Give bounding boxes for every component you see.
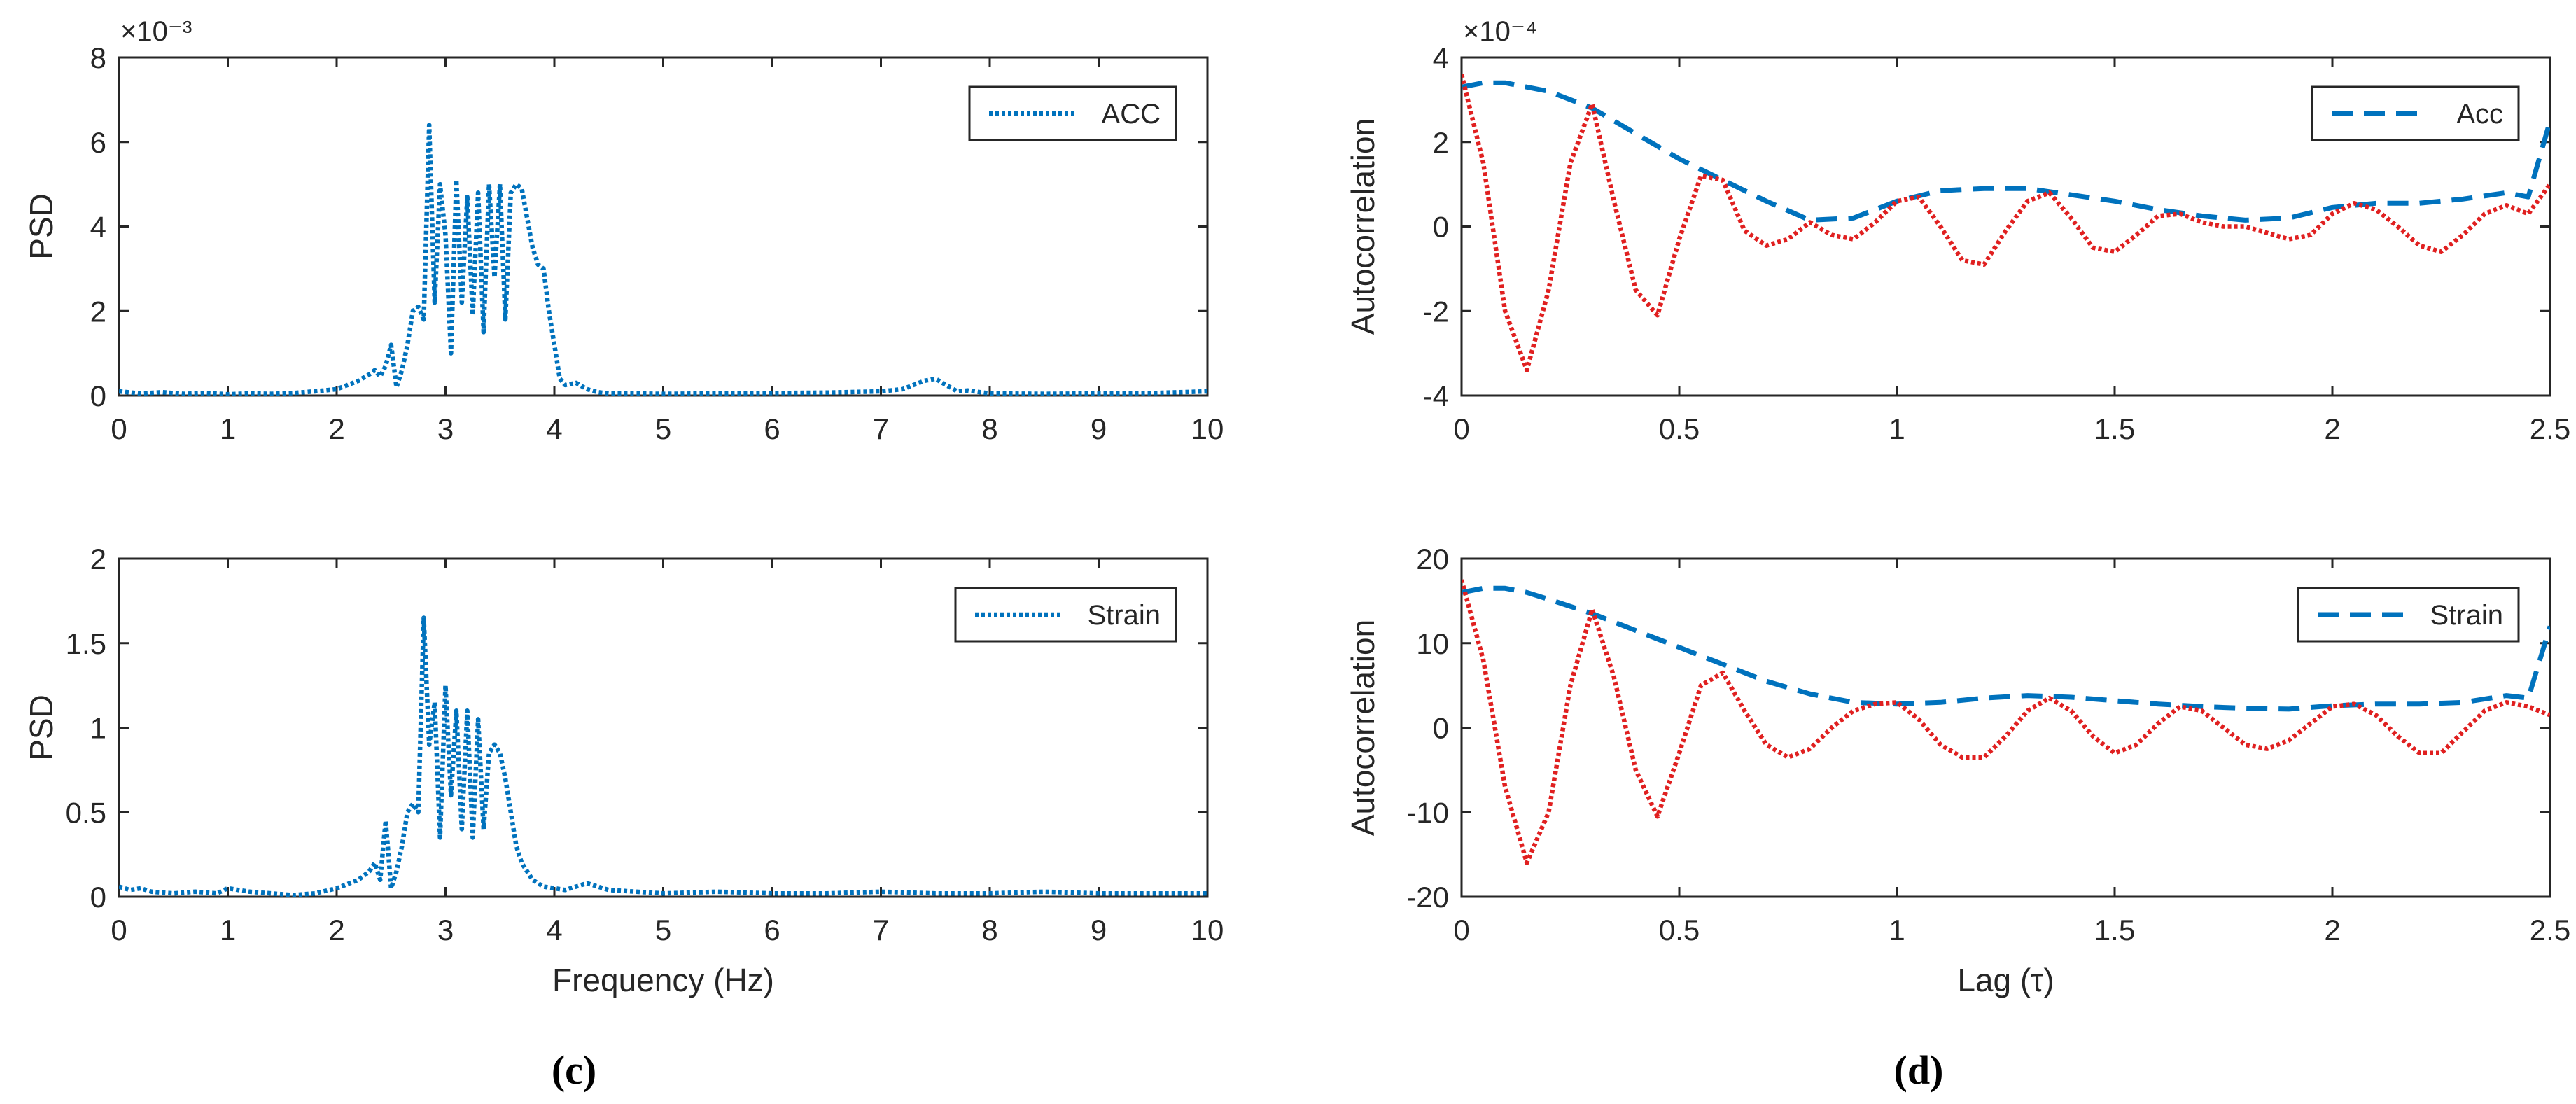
x-axis-label: Frequency (Hz) [552,962,774,998]
x-tick-label: 0.5 [1659,412,1700,445]
y-exponent-label: ×10⁻⁴ [1463,16,1537,47]
x-tick-label: 1.5 [2094,914,2135,946]
legend-label: Acc [2456,99,2503,130]
x-tick-label: 2 [2324,914,2340,946]
x-tick-label: 3 [438,914,454,946]
x-tick-label: 1 [220,914,236,946]
x-tick-label: 0 [1453,914,1469,946]
x-tick-label: 1 [220,412,236,445]
y-axis-label: Autocorrelation [1345,118,1381,335]
x-tick-label: 1 [1889,412,1905,445]
legend-label: Strain [2430,600,2504,631]
x-axis-label: Lag (τ) [1957,962,2054,998]
series-line-2 [1462,579,2550,865]
x-tick-label: 3 [438,412,454,445]
x-tick-label: 4 [546,412,562,445]
legend-box [954,587,1177,643]
x-tick-label: 0.5 [1659,914,1700,946]
x-tick-label: 2 [328,914,344,946]
y-tick-label: -2 [1423,295,1449,328]
x-tick-label: 9 [1091,412,1107,445]
x-tick-label: 7 [873,914,889,946]
y-tick-label: 2 [1433,126,1449,159]
series-group [119,615,1208,897]
x-tick-label: 1 [1889,914,1905,946]
x-tick-label: 6 [764,412,780,445]
x-tick-label: 7 [873,412,889,445]
series-line-2 [1462,74,2550,373]
series-group [1462,579,2550,865]
y-tick-label: 0 [1433,211,1449,244]
chart-psd-strain: 0 1 2 3 4 5 6 7 8 9 10 0 0.5 1 1.5 2 PSD Frequency (Hz) St… [23,543,1224,998]
y-tick-label: 6 [90,126,106,159]
legend-label: ACC [1102,99,1161,130]
x-tick-label: 8 [981,914,997,946]
x-tick-label: 10 [1191,412,1224,445]
y-tick-label: 4 [1433,41,1449,74]
x-tick-label: 10 [1191,914,1224,946]
chart-autocorrelation-strain: 0 0.5 1 1.5 2 2.5 -20 -10 0 10 20 Autocorrelation La… [1345,543,2570,998]
x-tick-label: 8 [981,412,997,445]
y-tick-label: -20 [1406,881,1449,914]
x-tick-label: 0 [111,914,127,946]
x-tick-label: 0 [111,412,127,445]
y-tick-label: 1.5 [66,627,106,660]
x-tick-label: 5 [655,412,671,445]
y-tick-label: 0.5 [66,796,106,829]
y-tick-label: 2 [90,295,106,328]
x-tick-label: 2.5 [2530,412,2570,445]
panel-label-c: (c) [552,1047,596,1093]
y-axis-label: PSD [23,193,59,260]
panel-label-d: (d) [1894,1047,1944,1093]
series-group [119,123,1208,396]
series-line-1 [1462,585,2550,712]
x-tick-label: 2 [328,412,344,445]
y-axis-label: Autocorrelation [1345,620,1381,836]
x-tick-label: 5 [655,914,671,946]
x-tick-label: 9 [1091,914,1107,946]
legend-label: Strain [1088,600,1161,631]
x-tick-label: 6 [764,914,780,946]
x-tick-label: 2.5 [2530,914,2570,946]
y-axis-label: PSD [23,694,59,761]
chart-autocorrelation-acc: 0 0.5 1 1.5 2 2.5 -4 -2 0 2 4 ×10⁻⁴ Autocorrelation A… [1345,16,2570,445]
series-line-1 [119,615,1208,897]
y-tick-label: -10 [1406,796,1449,829]
y-tick-label: 0 [90,881,106,914]
y-tick-label: 20 [1416,543,1449,575]
y-tick-label: 10 [1416,627,1449,660]
x-tick-label: 0 [1453,412,1469,445]
x-tick-label: 1.5 [2094,412,2135,445]
x-tick-label: 2 [2324,412,2340,445]
y-tick-label: 0 [1433,712,1449,745]
y-tick-label: 8 [90,41,106,74]
y-tick-label: 1 [90,712,106,745]
series-group [1462,74,2550,373]
y-exponent-label: ×10⁻³ [120,16,192,47]
y-tick-label: -4 [1423,379,1449,412]
chart-psd-acc: 0 1 2 3 4 5 6 7 8 9 10 0 2 4 6 8 ×10⁻³ PSD ACC [23,16,1224,445]
x-tick-label: 4 [546,914,562,946]
y-tick-label: 2 [90,543,106,575]
y-tick-label: 4 [90,211,106,244]
series-line-1 [119,123,1208,396]
y-tick-label: 0 [90,379,106,412]
series-line-1 [1462,80,2550,223]
